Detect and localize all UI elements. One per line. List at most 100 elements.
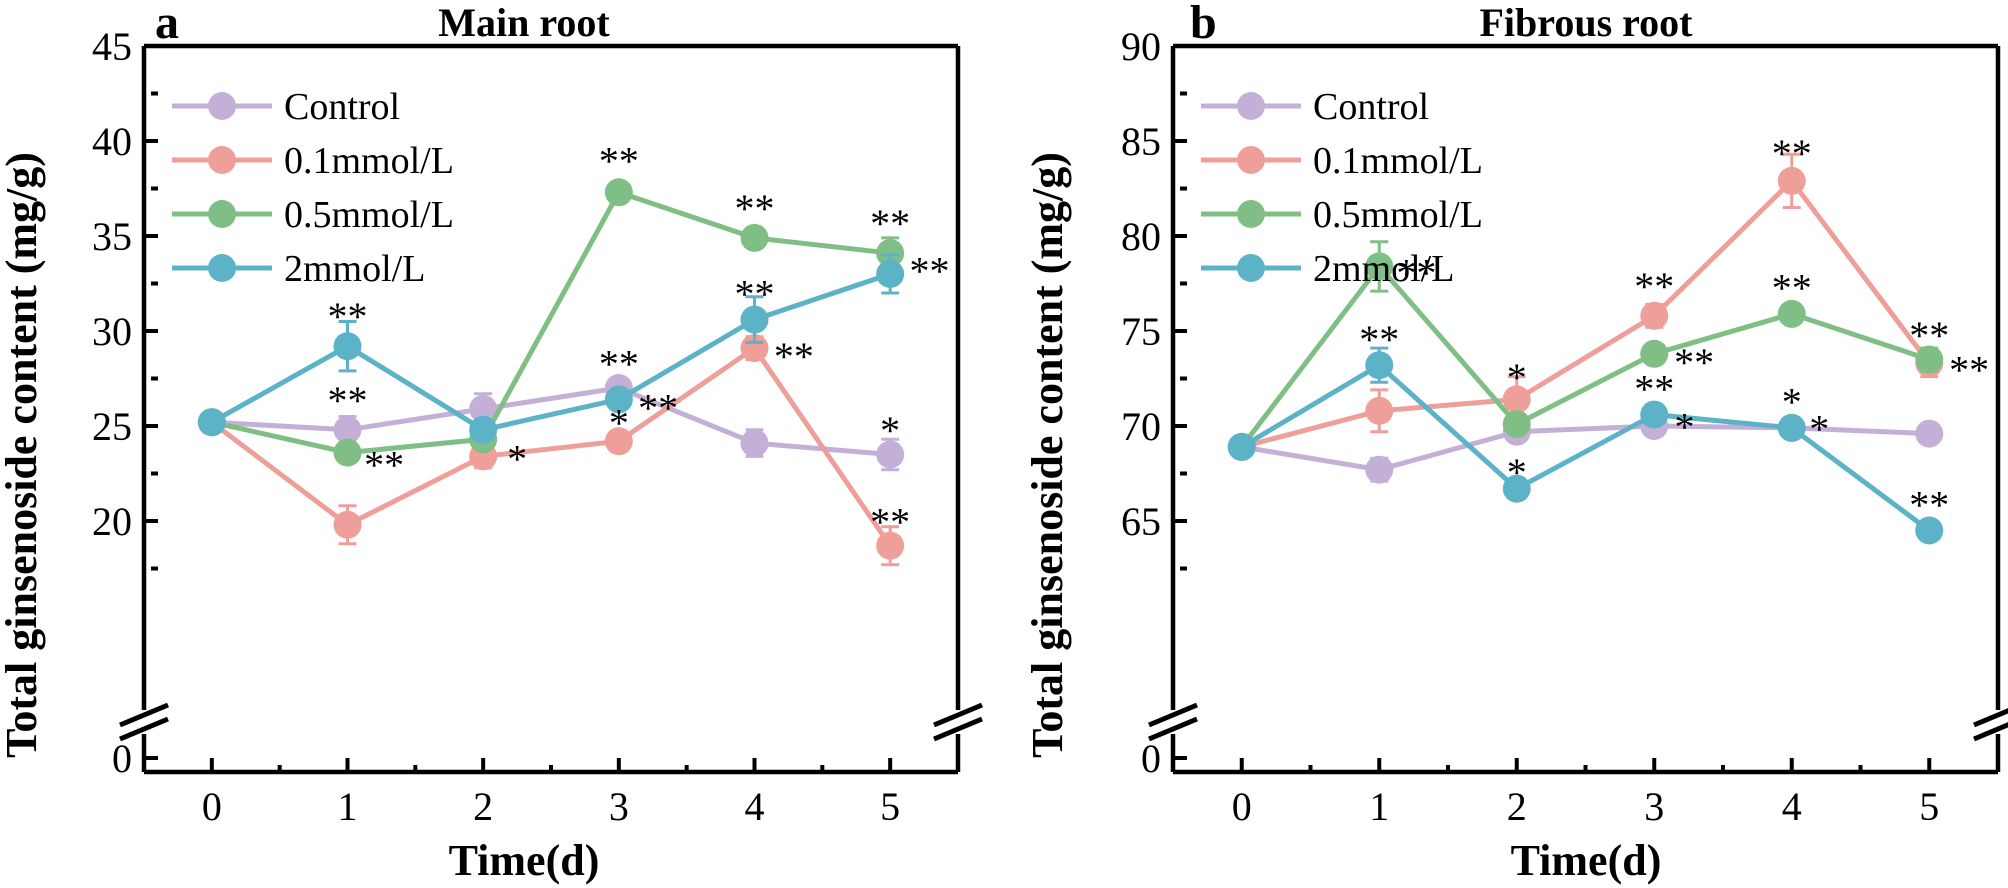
panel-b-data-point [1502, 410, 1531, 439]
panel-b-fibrous-root: b Fibrous root Time(d) Total ginsenoside… [1023, 0, 2008, 885]
panel-b-significance-label: ** [1634, 366, 1674, 411]
panel-b-x-tick-label: 2 [1507, 784, 1527, 829]
panel-b-significance-label: ** [1772, 131, 1812, 176]
panel-a-legend-label-3: 2mmol/L [284, 248, 425, 290]
panel-a-data-point [740, 305, 769, 334]
panel-b-y-tick-label: 90 [1121, 24, 1161, 69]
panel-b-x-tick-label: 0 [1232, 784, 1252, 829]
panel-a-axis-break-left-0 [119, 702, 169, 728]
panel-a-data-point [604, 427, 633, 456]
panel-a-y-axis-title: Total ginsenoside content (mg/g) [0, 152, 46, 758]
panel-b-legend-label-0: Control [1313, 86, 1429, 128]
panel-a-significance-label: ** [364, 442, 404, 487]
panel-b-y-tick-label: 70 [1121, 404, 1161, 449]
panel-a-axis-break-left-1 [119, 716, 169, 742]
panel-a-data-point [469, 415, 498, 444]
panel-a-significance-label: ** [735, 186, 775, 231]
panel-b-data-point [1365, 252, 1394, 281]
panel-b-significance-label: * [1809, 406, 1829, 451]
panel-b-y-tick-label-zero: 0 [1141, 736, 1161, 781]
panel-b-legend-marker-3 [1237, 254, 1265, 282]
panel-a-y-tick-label-zero: 0 [112, 736, 132, 781]
panel-b-significance-label: * [1782, 380, 1802, 425]
panel-a-y-tick-label: 30 [92, 309, 132, 354]
panel-b-letter: b [1190, 0, 1217, 49]
panel-b-significance-label: ** [1949, 347, 1989, 392]
panel-a-y-tick-label: 20 [92, 499, 132, 544]
panel-a-data-point [876, 440, 905, 469]
panel-b-data-point [1502, 385, 1531, 414]
panel-b-x-tick-label: 1 [1369, 784, 1389, 829]
panel-a-data-point [604, 385, 633, 414]
panel-a-legend-label-2: 0.5mmol/L [284, 194, 454, 236]
panel-b-data-point [1640, 339, 1669, 368]
panel-b-significance-label: * [1507, 355, 1527, 400]
panel-a-series-line-0 [211, 385, 891, 457]
panel-b-y-tick-label: 80 [1121, 214, 1161, 259]
panel-a-legend-label-1: 0.1mmol/L [284, 140, 454, 182]
panel-a-significance-label: ** [774, 334, 814, 379]
panel-b-series-line-3 [1240, 362, 1931, 533]
panel-b-data-point [1640, 400, 1669, 429]
panel-b-y-tick-label: 85 [1121, 119, 1161, 164]
panel-b-legend-marker-1 [1237, 146, 1265, 174]
panel-b-series-line-1 [1241, 177, 1932, 450]
panel-b-data-point [1777, 299, 1806, 328]
panel-b-x-tick-label: 3 [1644, 784, 1664, 829]
panel-a-legend-marker-3 [208, 254, 236, 282]
panel-b-legend-label-2: 0.5mmol/L [1313, 194, 1483, 236]
panel-a-data-point [197, 408, 226, 437]
panel-a-significance-label: ** [870, 499, 910, 544]
panel-b-significance-label: ** [1634, 264, 1674, 309]
panel-a-legend-label-0: Control [284, 86, 400, 128]
panel-a-legend-marker-0 [208, 92, 236, 120]
panel-b-data-point [1777, 166, 1806, 195]
panel-b-legend-label-1: 0.1mmol/L [1313, 140, 1483, 182]
panel-b-data-point [1915, 419, 1944, 448]
panel-a-significance-label: * [507, 437, 527, 482]
panel-a-series-line-1 [210, 344, 893, 548]
panel-a-letter: a [155, 0, 179, 49]
panel-a-data-point [876, 531, 905, 560]
panel-b-significance-label: * [1507, 450, 1527, 495]
panel-a-y-tick-label: 45 [92, 24, 132, 69]
panel-a-x-tick-label: 5 [880, 784, 900, 829]
panel-a-data-point [333, 510, 362, 539]
panel-a-significance-label: ** [735, 271, 775, 316]
panel-b-title: Fibrous root [1480, 0, 1694, 45]
panel-a-data-point [740, 429, 769, 458]
panel-a-title: Main root [438, 0, 610, 45]
panel-b-legend-marker-2 [1237, 200, 1265, 228]
panel-a-significance-label: ** [599, 138, 639, 183]
panel-b-axis-break-left-1 [1148, 716, 1198, 742]
panel-a-y-tick-label: 25 [92, 404, 132, 449]
panel-b-axis-break-left-0 [1148, 702, 1198, 728]
panel-b-significance-label: * [1675, 404, 1695, 449]
panel-a-significance-label: ** [910, 249, 950, 294]
panel-b-data-point [1640, 301, 1669, 330]
panel-b-x-tick-label: 4 [1782, 784, 1802, 829]
panel-b-series-line-0 [1241, 423, 1930, 473]
panel-a-x-axis-title: Time(d) [449, 836, 600, 885]
panel-a-significance-label: ** [870, 201, 910, 246]
panel-b-significance-label: ** [1909, 482, 1949, 527]
panel-b-significance-label: ** [1359, 317, 1399, 362]
panel-b-y-tick-label: 65 [1121, 499, 1161, 544]
panel-a-significance-label: ** [638, 385, 678, 430]
panel-a-significance-label: * [609, 401, 629, 446]
panel-b-y-axis-title: Total ginsenoside content (mg/g) [1023, 152, 1072, 758]
panel-b-series-line-2 [1239, 262, 1931, 449]
panel-a-axis-break-right-0 [933, 702, 983, 728]
panel-a-x-tick-label: 0 [202, 784, 222, 829]
panel-a-significance-label: ** [599, 342, 639, 387]
panel-a-data-point [469, 394, 498, 423]
panel-a-legend-marker-1 [208, 146, 236, 174]
panel-a-series-line-2 [211, 189, 891, 456]
panel-b-significance-label: ** [1772, 266, 1812, 311]
panel-a-main-root: a Main root Time(d) Total ginsenoside co… [0, 0, 983, 885]
panel-b-data-point [1502, 474, 1531, 503]
